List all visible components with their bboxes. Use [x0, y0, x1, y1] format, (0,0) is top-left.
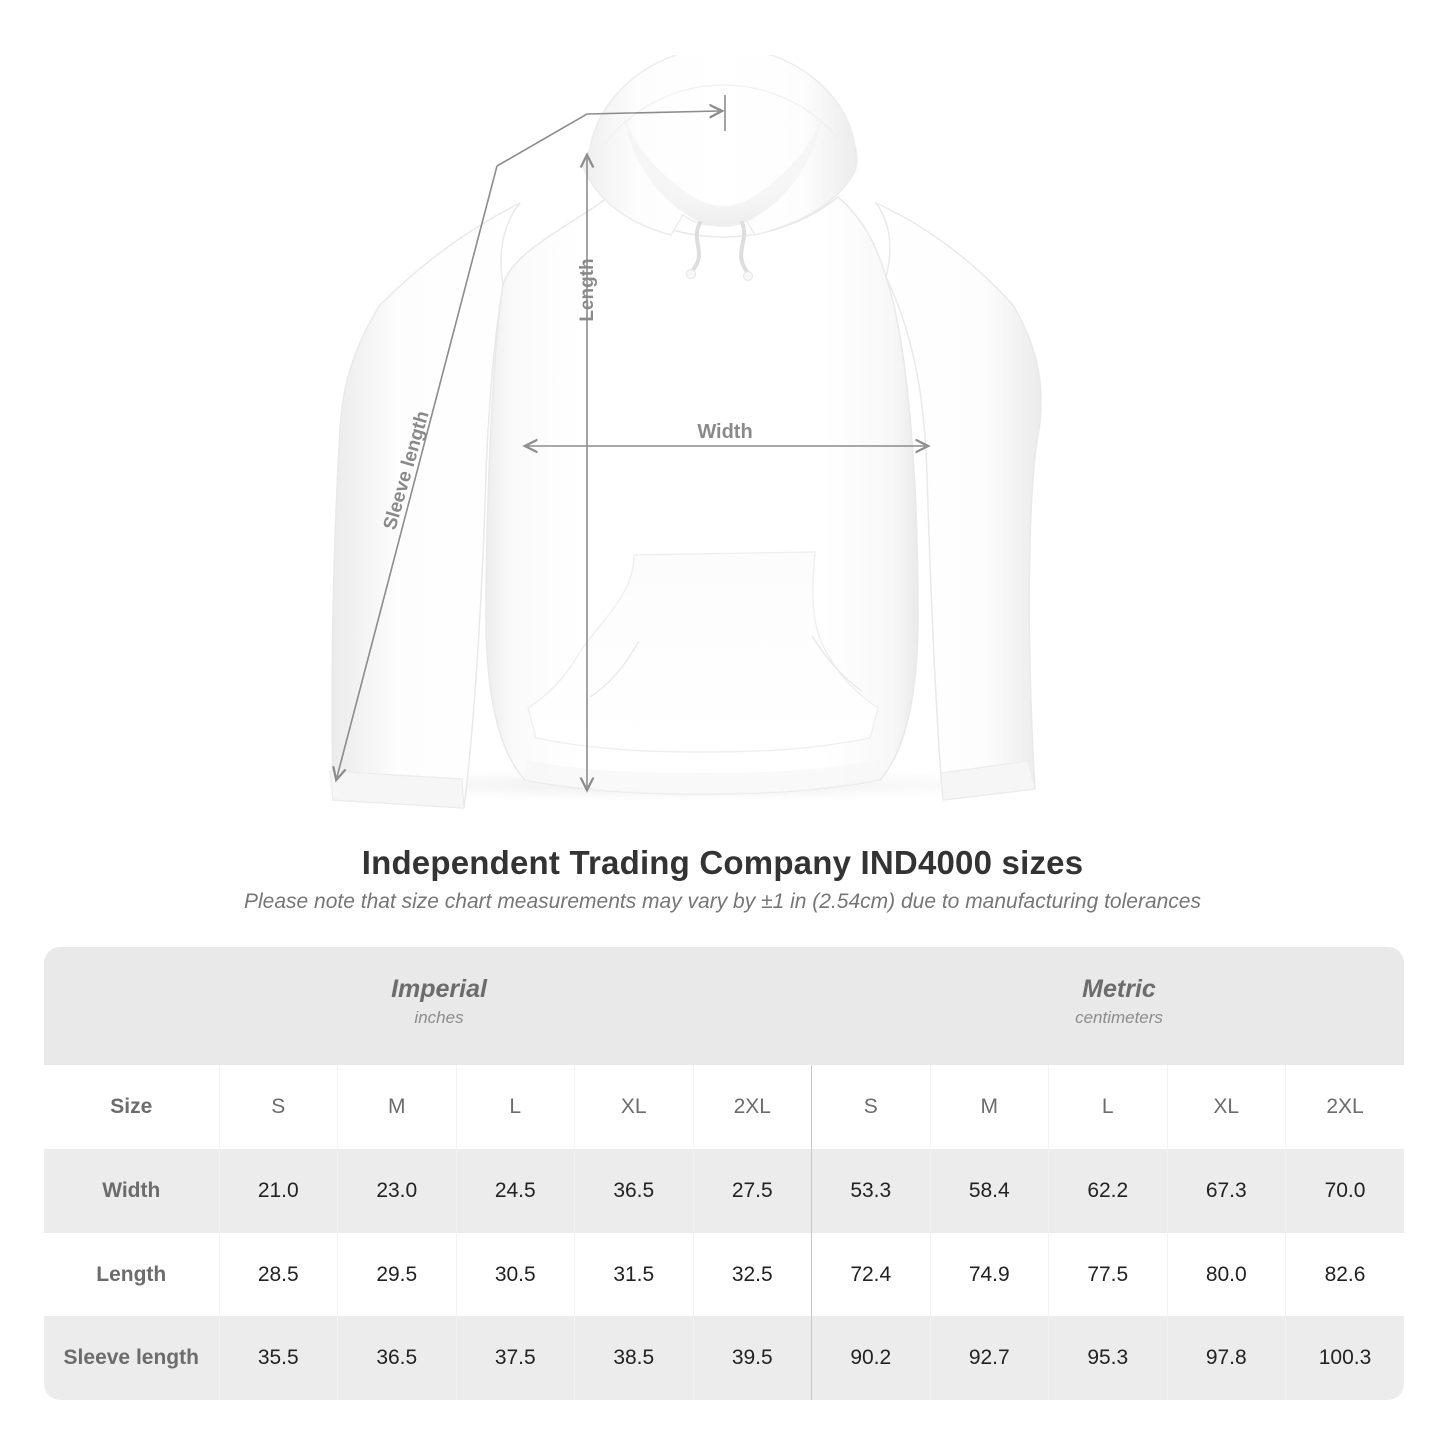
svg-text:Width: Width: [697, 421, 752, 443]
svg-text:Length: Length: [577, 258, 598, 321]
